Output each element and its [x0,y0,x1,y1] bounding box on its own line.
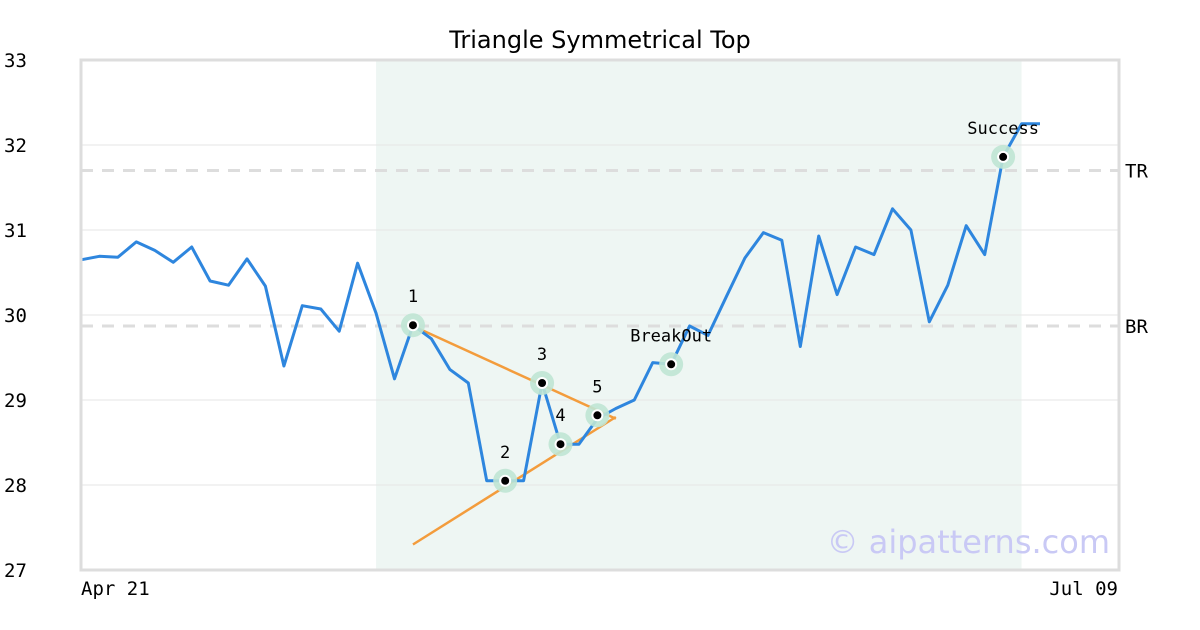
point-marker [499,474,512,487]
x-tick-label: Jul 09 [1049,578,1118,600]
point-label: 4 [555,406,565,426]
y-tick-label: 33 [4,50,27,72]
x-tick-label: Apr 21 [81,578,150,600]
y-tick-label: 29 [4,390,27,412]
point-marker [406,319,419,332]
y-axis-ticks: 27 28 29 30 31 32 33 [4,50,27,582]
point-label: 1 [408,287,418,307]
point-label: 5 [592,377,602,397]
point-label: BreakOut [630,326,712,346]
x-axis-ticks: Apr 21 Jul 09 [81,578,1118,600]
y-tick-label: 31 [4,220,27,242]
trendline [412,324,617,420]
point-marker [536,377,549,389]
point-label: Success [967,119,1039,139]
point-label: 2 [500,443,510,463]
level-label: BR [1125,316,1148,338]
point-marker [665,358,678,371]
point-marker [997,150,1010,163]
point-marker [591,409,604,422]
point-label: 3 [537,345,547,365]
level-label: TR [1125,161,1148,183]
watermark: © aipatterns.com [827,523,1110,561]
point-marker [554,438,567,451]
y-tick-label: 30 [4,305,27,327]
level-lines: TR BR [81,161,1148,338]
y-tick-label: 28 [4,475,27,497]
pattern-points: 1 2 3 4 5 BreakOut Success [400,119,1039,493]
y-tick-label: 32 [4,135,27,157]
grid-lines [81,144,1119,486]
chart-title: Triangle Symmetrical Top [448,26,751,54]
y-tick-label: 27 [4,560,27,582]
plot-frame [79,58,1121,572]
